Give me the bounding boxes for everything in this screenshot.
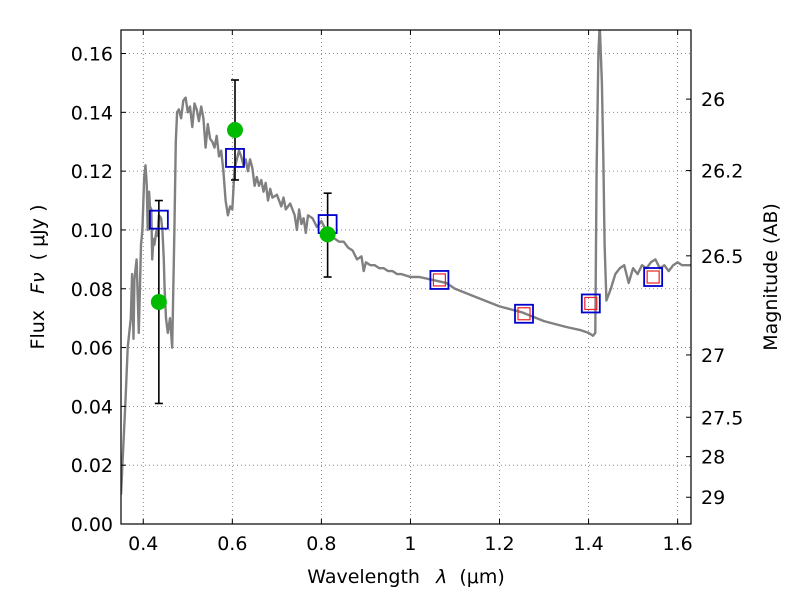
x-tick-label: 1 <box>404 533 416 555</box>
model-band-square <box>148 209 169 230</box>
observed-point <box>227 121 243 138</box>
x-axis-unit: (μm) <box>459 566 504 588</box>
upper-limit-box <box>517 307 531 321</box>
upper-limit-box <box>432 273 446 287</box>
upper-limit-box <box>646 270 660 284</box>
model-band-square <box>580 293 601 314</box>
model-band-square <box>514 303 534 324</box>
y2-tick-label: 26.2 <box>701 161 743 183</box>
y2-tick-label: 27 <box>701 345 725 367</box>
model-band-square <box>643 267 664 287</box>
y-tick-label: 0.08 <box>71 279 113 301</box>
y-tick-label: 0.16 <box>71 44 113 66</box>
x-axis-symbol: λ <box>435 566 447 588</box>
plot-frame <box>120 29 692 525</box>
y2-tick-label: 26.5 <box>701 246 743 268</box>
y-axis-unit: ( μJy ) <box>27 205 49 261</box>
model-band-square <box>429 270 450 290</box>
observed-point <box>319 226 336 243</box>
x-tick-label: 1.4 <box>573 533 603 555</box>
x-tick-label: 0.4 <box>128 533 158 555</box>
y-tick-label: 0.10 <box>71 220 113 242</box>
y2-tick-label: 26 <box>701 89 725 111</box>
observed-point <box>150 293 167 310</box>
x-tick-label: 0.8 <box>306 533 336 555</box>
y-axis-symbol: Fν <box>27 272 49 294</box>
upper-limit-box <box>584 296 598 311</box>
axis-ticks: 0.4 0.6 0.8 1 1.2 1.4 1.6 0.00 0.02 0.04 0.06 0.08 0… <box>71 30 743 555</box>
y-axis-title: Flux Fν ( μJy ) <box>27 205 49 350</box>
y-tick-label: 0.02 <box>71 455 113 477</box>
model-band-square <box>225 148 245 168</box>
plot-area <box>121 30 691 495</box>
y-axis-title-text: Flux <box>27 310 49 350</box>
x-axis-title: Wavelength λ (μm) <box>307 566 504 588</box>
y-tick-label: 0.14 <box>71 102 113 124</box>
y-tick-label: 0.00 <box>71 514 113 536</box>
y-tick-label: 0.06 <box>71 338 113 360</box>
y2-tick-label: 27.5 <box>701 407 743 429</box>
x-tick-label: 1.2 <box>484 533 514 555</box>
y-tick-label: 0.12 <box>71 161 113 183</box>
y2-tick-label: 29 <box>701 487 725 509</box>
x-tick-label: 0.6 <box>217 533 247 555</box>
x-axis-title-text: Wavelength <box>307 566 420 588</box>
y-tick-label: 0.04 <box>71 396 113 418</box>
y2-tick-label: 28 <box>701 447 725 469</box>
model-spectrum-line <box>121 30 691 495</box>
y2-axis-title: Magnitude (AB) <box>760 203 782 351</box>
x-tick-label: 1.6 <box>663 533 693 555</box>
